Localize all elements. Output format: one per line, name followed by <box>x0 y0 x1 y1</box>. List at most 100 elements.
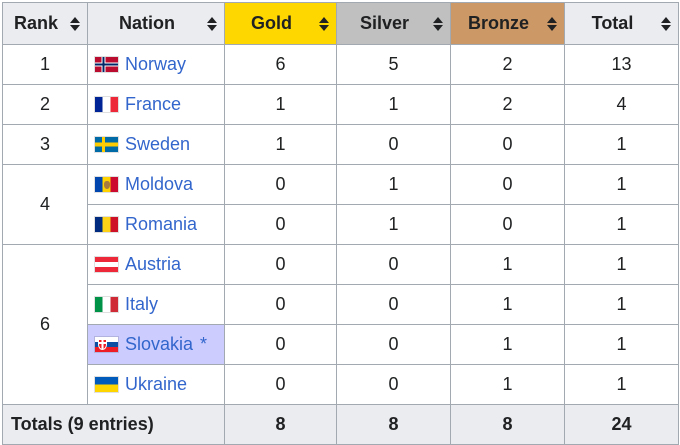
ukraine-flag-icon <box>95 377 118 392</box>
nation-cell: Norway <box>87 44 225 85</box>
totals-total: 24 <box>564 404 679 445</box>
bronze-cell: 0 <box>450 124 565 165</box>
bronze-cell: 1 <box>450 364 565 405</box>
gold-cell: 1 <box>224 124 337 165</box>
sort-icon <box>433 16 443 31</box>
gold-cell: 0 <box>224 164 337 205</box>
gold-cell: 1 <box>224 84 337 125</box>
total-cell: 1 <box>564 124 679 165</box>
column-header-bronze-label: Bronze <box>467 13 529 33</box>
france-flag-icon <box>95 97 118 112</box>
totals-silver: 8 <box>336 404 451 445</box>
column-header-nation[interactable]: Nation <box>87 2 225 45</box>
moldova-flag-icon <box>95 177 118 192</box>
bronze-cell: 1 <box>450 244 565 285</box>
silver-cell: 1 <box>336 164 451 205</box>
rank-cell: 1 <box>2 44 88 85</box>
nation-link[interactable]: Slovakia <box>125 334 194 354</box>
totals-label: Totals (9 entries) <box>2 404 225 445</box>
gold-cell: 0 <box>224 364 337 405</box>
gold-cell: 0 <box>224 244 337 285</box>
nation-cell: France <box>87 84 225 125</box>
sweden-flag-icon <box>95 137 118 152</box>
silver-cell: 1 <box>336 204 451 245</box>
nation-cell-host: Slovakia * <box>87 324 225 365</box>
gold-cell: 0 <box>224 324 337 365</box>
table-row: 6 Austria 0 0 1 1 <box>2 244 679 405</box>
nation-link[interactable]: Norway <box>125 54 187 74</box>
nation-cell: Austria <box>87 244 225 285</box>
romania-flag-icon <box>95 217 118 232</box>
bronze-cell: 2 <box>450 84 565 125</box>
sort-icon <box>547 16 557 31</box>
table-row: Ukraine 0 0 1 1 <box>3 364 679 405</box>
sort-icon <box>207 16 217 31</box>
gold-cell: 0 <box>224 204 337 245</box>
host-asterisk: * <box>200 334 208 354</box>
column-header-rank[interactable]: Rank <box>2 2 88 45</box>
column-header-silver[interactable]: Silver <box>336 2 451 45</box>
column-header-silver-label: Silver <box>359 13 410 33</box>
table-row: 1 Norway 6 5 2 13 <box>2 44 679 85</box>
silver-cell: 0 <box>336 364 451 405</box>
gold-cell: 0 <box>224 284 337 325</box>
total-cell: 4 <box>564 84 679 125</box>
nation-link[interactable]: Sweden <box>125 134 191 154</box>
table-row: Romania 0 1 0 1 <box>3 204 679 245</box>
total-cell: 1 <box>564 364 679 405</box>
silver-cell: 5 <box>336 44 451 85</box>
total-cell: 1 <box>564 284 679 325</box>
nation-link[interactable]: Moldova <box>125 174 194 194</box>
total-cell: 1 <box>564 204 679 245</box>
nation-link[interactable]: Italy <box>125 294 159 314</box>
austria-flag-icon <box>95 257 118 272</box>
slovakia-flag-icon <box>95 337 118 352</box>
nation-cell: Romania <box>87 204 225 245</box>
rank-cell: 4 <box>2 164 88 245</box>
gold-cell: 6 <box>224 44 337 85</box>
nation-link[interactable]: Austria <box>125 254 182 274</box>
totals-gold: 8 <box>224 404 337 445</box>
rank-cell: 2 <box>2 84 88 125</box>
nation-link[interactable]: Ukraine <box>125 374 188 394</box>
nation-cell: Ukraine <box>87 364 225 405</box>
sort-icon <box>661 16 671 31</box>
total-cell: 1 <box>564 244 679 285</box>
silver-cell: 0 <box>336 244 451 285</box>
nation-cell: Sweden <box>87 124 225 165</box>
bronze-cell: 1 <box>450 284 565 325</box>
column-header-total-label: Total <box>591 13 634 33</box>
bronze-cell: 0 <box>450 204 565 245</box>
column-header-total[interactable]: Total <box>564 2 679 45</box>
column-header-gold-label: Gold <box>251 13 292 33</box>
rank-cell: 6 <box>2 244 88 405</box>
total-cell: 1 <box>564 164 679 205</box>
silver-cell: 0 <box>336 324 451 365</box>
rank-cell: 3 <box>2 124 88 165</box>
column-header-bronze[interactable]: Bronze <box>450 2 565 45</box>
silver-cell: 0 <box>336 284 451 325</box>
silver-cell: 0 <box>336 124 451 165</box>
bronze-cell: 2 <box>450 44 565 85</box>
table-row: 3 Sweden 1 0 0 1 <box>2 124 679 165</box>
total-cell: 1 <box>564 324 679 365</box>
nation-link[interactable]: France <box>125 94 182 114</box>
column-header-rank-label: Rank <box>13 13 58 33</box>
nation-link[interactable]: Romania <box>125 214 198 234</box>
norway-flag-icon <box>95 57 118 72</box>
table-row: Italy 0 0 1 1 <box>3 284 679 325</box>
nation-cell: Italy <box>87 284 225 325</box>
column-header-nation-label: Nation <box>119 13 175 33</box>
sort-icon <box>70 16 80 31</box>
italy-flag-icon <box>95 297 118 312</box>
bronze-cell: 1 <box>450 324 565 365</box>
nation-cell: Moldova <box>87 164 225 205</box>
table-row: Slovakia * 0 0 1 1 <box>3 324 679 365</box>
column-header-gold[interactable]: Gold <box>224 2 337 45</box>
total-cell: 13 <box>564 44 679 85</box>
sort-icon <box>319 16 329 31</box>
totals-bronze: 8 <box>450 404 565 445</box>
totals-row: Totals (9 entries) 8 8 8 24 <box>2 404 679 445</box>
silver-cell: 1 <box>336 84 451 125</box>
